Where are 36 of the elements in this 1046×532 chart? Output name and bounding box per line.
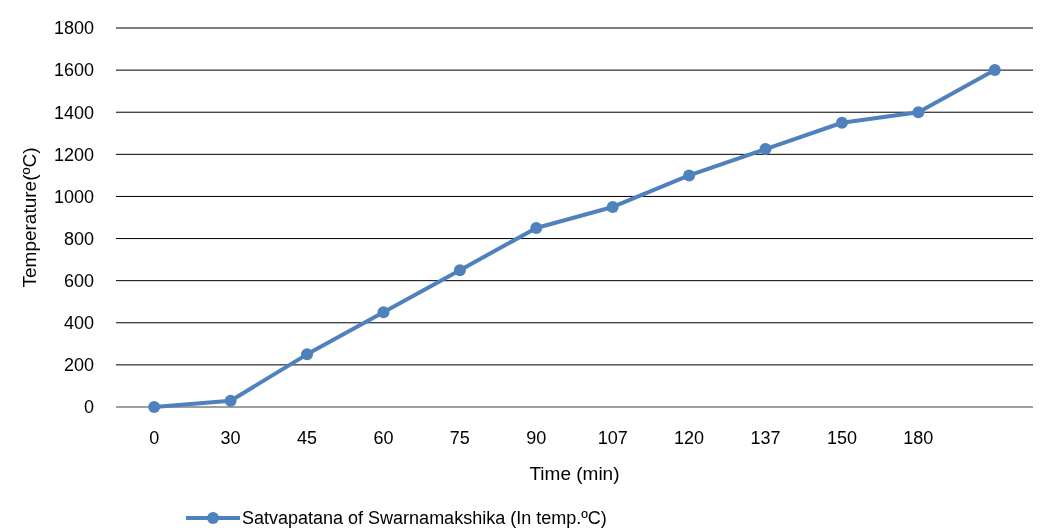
point — [224, 394, 237, 407]
y-tick-label: 1800 — [53, 18, 94, 39]
point — [301, 348, 314, 361]
y-tick-label: 1000 — [53, 186, 94, 207]
legend-label: Satvapatana of Swarnamakshika (In temp.ºC) — [242, 508, 607, 529]
point — [759, 143, 772, 156]
x-axis-title: Time (min) — [529, 463, 620, 484]
point — [988, 64, 1001, 77]
y-tick-label: 1600 — [53, 60, 94, 81]
y-tick-label: 1400 — [53, 102, 94, 123]
x-tick-label: 60 — [373, 428, 394, 448]
point — [683, 169, 696, 182]
x-tick-label: 180 — [903, 428, 934, 448]
point — [453, 264, 466, 277]
point — [835, 116, 848, 129]
x-tick-label: 90 — [526, 428, 547, 448]
point — [148, 401, 161, 413]
x-tick-label: 137 — [750, 428, 781, 448]
x-tick-label: 30 — [220, 428, 241, 448]
x-tick-label: 45 — [297, 428, 318, 448]
y-tick-label: 400 — [63, 313, 94, 334]
point — [606, 200, 619, 213]
x-tick-label: 75 — [449, 428, 470, 448]
y-tick-label: 0 — [83, 397, 94, 418]
point — [912, 106, 925, 119]
y-tick-label: 1200 — [53, 144, 94, 165]
y-tick-label: 800 — [63, 228, 94, 249]
y-tick-label: 600 — [63, 270, 94, 291]
x-tick-label: 107 — [597, 428, 628, 448]
x-tick-label: 150 — [826, 428, 857, 448]
point — [530, 222, 543, 235]
x-tick-label: 0 — [149, 428, 160, 448]
y-axis-title: Temperature(ºC) — [19, 147, 40, 288]
x-tick-label: 120 — [674, 428, 705, 448]
point — [377, 306, 390, 319]
y-tick-label: 200 — [63, 355, 94, 376]
